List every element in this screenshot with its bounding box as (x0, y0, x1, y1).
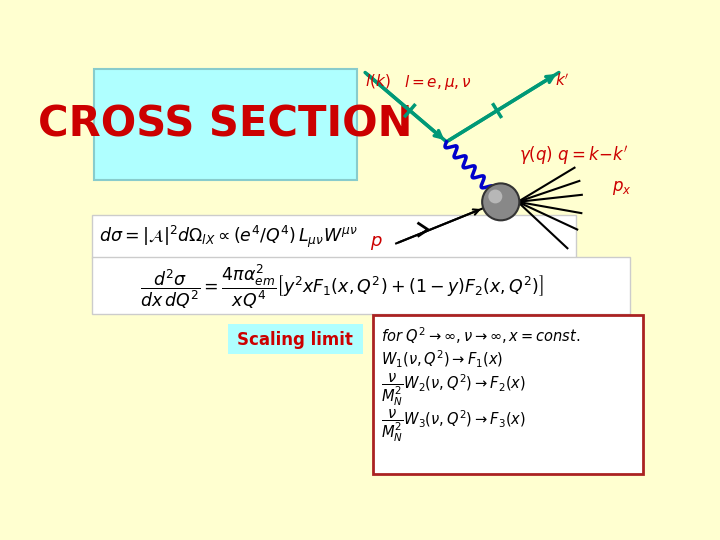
FancyBboxPatch shape (228, 323, 363, 354)
FancyBboxPatch shape (94, 69, 357, 180)
Text: $l{=}e,\mu,\nu$: $l{=}e,\mu,\nu$ (404, 72, 472, 91)
Text: $for\ Q^2 \rightarrow \infty, \nu \rightarrow \infty, x = const.$: $for\ Q^2 \rightarrow \infty, \nu \right… (381, 326, 580, 346)
Text: $p$: $p$ (370, 234, 383, 252)
Text: $\gamma(q)\ q{=}k{-}k'$: $\gamma(q)\ q{=}k{-}k'$ (518, 144, 628, 167)
Text: $\dfrac{\nu}{M_N^2} W_3(\nu, Q^2) \rightarrow F_3(x)$: $\dfrac{\nu}{M_N^2} W_3(\nu, Q^2) \right… (381, 407, 526, 443)
Text: $\dfrac{\nu}{M_N^2} W_2(\nu, Q^2) \rightarrow F_2(x)$: $\dfrac{\nu}{M_N^2} W_2(\nu, Q^2) \right… (381, 372, 526, 408)
Circle shape (488, 190, 503, 204)
FancyBboxPatch shape (92, 215, 576, 258)
Text: Scaling limit: Scaling limit (238, 330, 354, 349)
FancyBboxPatch shape (373, 315, 642, 474)
Text: $p_x$: $p_x$ (612, 179, 631, 197)
Text: $W_1(\nu, Q^2) \rightarrow F_1(x)$: $W_1(\nu, Q^2) \rightarrow F_1(x)$ (381, 349, 503, 370)
Text: $\dfrac{d^2\sigma}{dx\, dQ^2} = \dfrac{4\pi\alpha_{em}^2}{x Q^4} \left[ y^2 x F_: $\dfrac{d^2\sigma}{dx\, dQ^2} = \dfrac{4… (140, 262, 544, 311)
Circle shape (482, 184, 519, 220)
Text: $k'$: $k'$ (555, 72, 570, 89)
FancyBboxPatch shape (92, 257, 630, 314)
Text: CROSS SECTION: CROSS SECTION (38, 104, 413, 146)
Text: $l(k)$: $l(k)$ (365, 72, 391, 91)
Text: $d\sigma = |\mathcal{A}|^2 d\Omega_{lX} \propto (e^4/Q^4)\, L_{\mu\nu} W^{\mu\nu: $d\sigma = |\mathcal{A}|^2 d\Omega_{lX} … (99, 224, 358, 249)
